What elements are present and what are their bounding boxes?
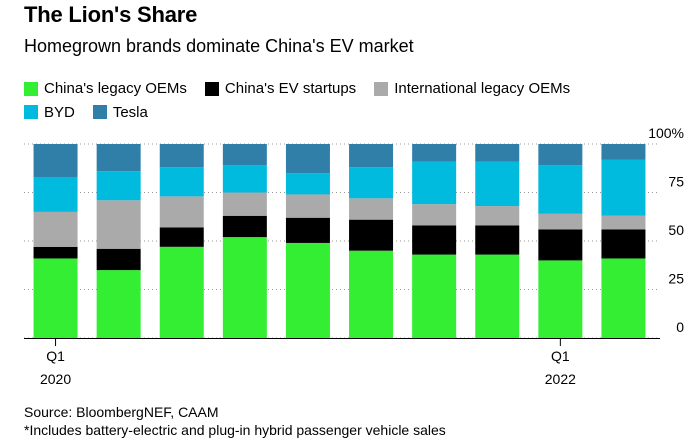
- bar-group-q2-2020: [96, 144, 141, 338]
- bar-international-legacy-oems-q2-2022: [601, 215, 646, 230]
- chart-title: The Lion's Share: [24, 2, 198, 27]
- chart-subtitle: Homegrown brands dominate China's EV mar…: [24, 36, 414, 56]
- bar-byd-q1-2022: [538, 165, 583, 214]
- bar-tesla-q3-2021: [412, 144, 457, 162]
- bar-china-s-legacy-oems-q3-2020: [159, 246, 204, 338]
- legend-label: China's EV startups: [224, 80, 357, 97]
- legend-item-international-legacy-oems: International legacy OEMs: [374, 78, 570, 99]
- legend-swatch: [24, 81, 38, 96]
- bar-china-s-legacy-oems-q2-2022: [601, 258, 646, 338]
- bar-byd-q1-2020: [33, 176, 78, 212]
- legend-label: BYD: [44, 103, 75, 121]
- bar-group-q2-2021: [349, 144, 394, 338]
- bar-byd-q3-2021: [412, 161, 457, 205]
- legend-swatch: [92, 105, 107, 119]
- y-tick-label: 0: [676, 319, 684, 335]
- legend-swatch: [24, 105, 38, 119]
- y-tick-label: 25: [668, 271, 684, 287]
- bar-group-q3-2020: [159, 144, 204, 338]
- bar-international-legacy-oems-q3-2021: [412, 204, 457, 226]
- bar-byd-q2-2022: [601, 159, 646, 216]
- chart-footer: Source: BloombergNEF, CAAM *Includes bat…: [24, 403, 446, 439]
- bar-international-legacy-oems-q1-2022: [538, 213, 583, 230]
- x-tick-label-quarter: Q1: [46, 348, 65, 364]
- bar-international-legacy-oems-q2-2020: [96, 200, 141, 249]
- bar-international-legacy-oems-q1-2020: [33, 211, 78, 247]
- bar-china-s-ev-startups-q2-2021: [349, 219, 394, 251]
- bar-tesla-q1-2021: [285, 144, 330, 174]
- bar-byd-q4-2021: [475, 161, 520, 207]
- legend-item-tesla: Tesla: [92, 102, 148, 123]
- bar-china-s-legacy-oems-q1-2020: [33, 258, 78, 338]
- bar-china-s-ev-startups-q3-2020: [159, 227, 204, 247]
- bar-china-s-legacy-oems-q3-2021: [412, 254, 457, 338]
- bar-international-legacy-oems-q4-2021: [475, 206, 520, 226]
- bar-tesla-q2-2022: [601, 144, 646, 160]
- bar-china-s-legacy-oems-q1-2021: [285, 242, 330, 338]
- bar-tesla-q2-2020: [96, 144, 141, 172]
- bar-byd-q4-2020: [222, 165, 267, 193]
- bar-group-q3-2021: [412, 144, 457, 338]
- legend-item-byd: BYD: [24, 102, 75, 123]
- legend-item-china-s-legacy-oems: China's legacy OEMs: [24, 78, 187, 99]
- legend-swatch: [204, 81, 219, 96]
- footnote: *Includes battery-electric and plug-in h…: [24, 422, 446, 438]
- bar-tesla-q2-2021: [349, 144, 394, 168]
- bar-china-s-ev-startups-q1-2020: [33, 246, 78, 259]
- bar-byd-q2-2021: [349, 167, 394, 199]
- bar-china-s-ev-startups-q3-2021: [412, 225, 457, 255]
- bar-international-legacy-oems-q3-2020: [159, 196, 204, 228]
- y-tick-label: 100%: [648, 125, 684, 141]
- bar-china-s-ev-startups-q1-2021: [285, 217, 330, 243]
- bar-china-s-ev-startups-q4-2020: [222, 215, 267, 238]
- legend-label: Tesla: [112, 103, 148, 121]
- bar-group-q1-2020: [33, 144, 78, 338]
- bar-china-s-ev-startups-q1-2022: [538, 229, 583, 261]
- bar-china-s-legacy-oems-q2-2020: [96, 270, 141, 338]
- bar-group-q1-2022: [538, 144, 583, 338]
- bar-tesla-q4-2020: [222, 144, 267, 166]
- bar-international-legacy-oems-q4-2020: [222, 192, 267, 216]
- chart-legend: China's legacy OEMs China's EV startups In…: [24, 78, 684, 125]
- x-tick-label-year: 2022: [545, 371, 576, 387]
- legend-item-china-s-ev-startups: China's EV startups: [204, 78, 357, 99]
- legend-label: China's legacy OEMs: [44, 80, 187, 97]
- bar-china-s-legacy-oems-q4-2021: [475, 254, 520, 338]
- bar-china-s-legacy-oems-q4-2020: [222, 237, 267, 338]
- bar-byd-q1-2021: [285, 173, 330, 195]
- bar-international-legacy-oems-q1-2021: [285, 194, 330, 218]
- x-tick-label-quarter: Q1: [551, 348, 570, 364]
- bar-china-s-ev-startups-q2-2020: [96, 248, 141, 271]
- bar-byd-q2-2020: [96, 171, 141, 201]
- bar-china-s-ev-startups-q4-2021: [475, 225, 520, 255]
- bar-china-s-legacy-oems-q2-2021: [349, 250, 394, 338]
- bar-tesla-q1-2020: [33, 144, 78, 177]
- y-tick-label: 75: [668, 174, 684, 190]
- source-note: Source: BloombergNEF, CAAM: [24, 404, 219, 420]
- bar-group-q2-2022: [601, 144, 646, 338]
- bar-tesla-q4-2021: [475, 144, 520, 162]
- bar-tesla-q3-2020: [159, 144, 204, 168]
- bar-group-q4-2020: [222, 144, 267, 338]
- x-tick-label-year: 2020: [40, 371, 71, 387]
- bar-international-legacy-oems-q2-2021: [349, 198, 394, 220]
- bar-byd-q3-2020: [159, 167, 204, 197]
- legend-label: International legacy OEMs: [394, 80, 571, 97]
- y-tick-label: 50: [668, 222, 684, 238]
- bar-china-s-legacy-oems-q1-2022: [538, 260, 583, 338]
- bar-china-s-ev-startups-q2-2022: [601, 229, 646, 259]
- bar-group-q4-2021: [475, 144, 520, 338]
- bar-group-q1-2021: [285, 144, 330, 338]
- bar-tesla-q1-2022: [538, 144, 583, 166]
- legend-swatch: [374, 81, 389, 96]
